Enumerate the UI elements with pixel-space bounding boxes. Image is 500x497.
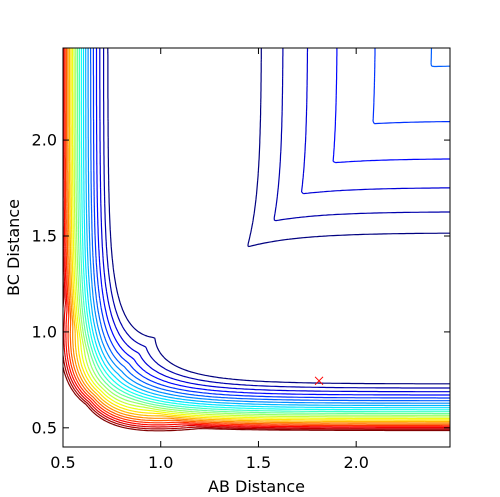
x-tick-label: 0.5	[50, 453, 75, 472]
y-tick-label: 1.0	[32, 322, 57, 341]
contour-level-21	[63, 48, 450, 428]
contour-level-17	[68, 48, 450, 423]
contour-lines	[63, 48, 450, 432]
marker-x	[314, 376, 324, 386]
contour-level-22	[63, 201, 450, 429]
contour-level-18	[67, 48, 450, 424]
contour-level-1	[107, 48, 450, 385]
contour-level-9	[82, 48, 450, 409]
y-axis-label: BC Distance	[4, 199, 23, 296]
contour-level-12	[76, 48, 450, 415]
contour-level-19	[66, 48, 450, 425]
contour-level-8	[85, 48, 450, 407]
y-tick-label: 1.5	[32, 226, 57, 245]
contour-level-7	[87, 48, 450, 404]
contour-level-16	[70, 48, 450, 421]
y-tick-label: 0.5	[32, 418, 57, 437]
plot-frame	[62, 47, 451, 448]
contour-level-13	[75, 48, 450, 416]
x-tick-label: 2.0	[343, 453, 368, 472]
x-axis-label: AB Distance	[208, 477, 305, 496]
y-tick-label: 2.0	[32, 131, 57, 150]
contour-level-23	[63, 276, 450, 430]
contour-level-11	[78, 48, 450, 413]
contour-level-14	[73, 48, 450, 418]
contour-level-24	[63, 366, 450, 432]
contour-level-20	[64, 48, 450, 427]
marker-layer	[314, 376, 324, 386]
x-tick-label: 1.0	[148, 453, 173, 472]
contour-level-2	[103, 48, 450, 389]
contour-level-4	[95, 48, 450, 396]
axis-ticks: 0.5 1.0 1.5 2.0 0.5 1.0 1.5 2.0	[32, 48, 450, 472]
contour-level-6	[90, 48, 450, 402]
x-tick-label: 1.5	[246, 453, 271, 472]
contour-level-10	[80, 48, 450, 411]
contour-level-15	[71, 48, 450, 420]
contour-level-3	[99, 48, 450, 393]
contour-level-5	[92, 48, 450, 399]
